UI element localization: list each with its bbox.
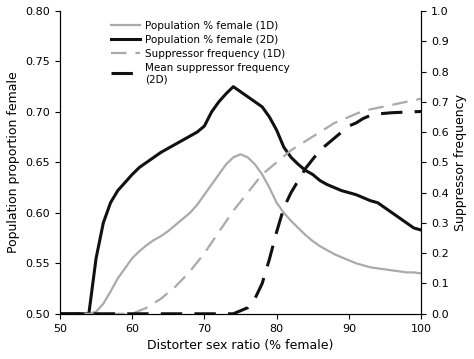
Population % female (1D) bbox=[173, 223, 178, 227]
Population % female (2D) bbox=[165, 146, 171, 150]
Mean suppressor frequency
(2D) bbox=[266, 257, 272, 261]
Line: Suppressor frequency (1D): Suppressor frequency (1D) bbox=[60, 99, 421, 314]
Suppressor frequency (1D) bbox=[302, 139, 308, 143]
Population % female (2D) bbox=[173, 142, 178, 146]
Population % female (2D) bbox=[57, 312, 63, 316]
Suppressor frequency (1D) bbox=[404, 100, 410, 104]
Mean suppressor frequency
(2D) bbox=[259, 281, 265, 286]
Population % female (2D) bbox=[418, 228, 424, 232]
Suppressor frequency (1D) bbox=[389, 103, 395, 107]
Line: Population % female (2D): Population % female (2D) bbox=[60, 87, 421, 314]
Suppressor frequency (1D) bbox=[317, 130, 323, 134]
Suppressor frequency (1D) bbox=[57, 312, 63, 316]
Mean suppressor frequency
(2D) bbox=[353, 121, 359, 125]
Population % female (2D) bbox=[230, 84, 236, 89]
Suppressor frequency (1D) bbox=[360, 109, 366, 113]
Mean suppressor frequency
(2D) bbox=[187, 312, 193, 316]
Mean suppressor frequency
(2D) bbox=[93, 312, 99, 316]
Mean suppressor frequency
(2D) bbox=[295, 178, 301, 183]
Mean suppressor frequency
(2D) bbox=[411, 109, 417, 114]
Mean suppressor frequency
(2D) bbox=[317, 148, 323, 153]
Suppressor frequency (1D) bbox=[375, 106, 381, 110]
Mean suppressor frequency
(2D) bbox=[346, 124, 352, 128]
X-axis label: Distorter sex ratio (% female): Distorter sex ratio (% female) bbox=[147, 339, 334, 352]
Mean suppressor frequency
(2D) bbox=[360, 116, 366, 121]
Suppressor frequency (1D) bbox=[187, 269, 193, 274]
Suppressor frequency (1D) bbox=[346, 115, 352, 119]
Population % female (1D) bbox=[165, 229, 171, 233]
Suppressor frequency (1D) bbox=[173, 284, 178, 289]
Mean suppressor frequency
(2D) bbox=[209, 312, 214, 316]
Mean suppressor frequency
(2D) bbox=[339, 130, 345, 134]
Mean suppressor frequency
(2D) bbox=[281, 206, 287, 210]
Line: Population % female (1D): Population % female (1D) bbox=[60, 154, 421, 314]
Population % female (1D) bbox=[418, 271, 424, 276]
Y-axis label: Population proportion female: Population proportion female bbox=[7, 71, 20, 253]
Mean suppressor frequency
(2D) bbox=[223, 312, 229, 316]
Suppressor frequency (1D) bbox=[216, 230, 222, 234]
Population % female (2D) bbox=[137, 165, 142, 169]
Mean suppressor frequency
(2D) bbox=[230, 312, 236, 316]
Population % female (2D) bbox=[302, 168, 308, 173]
Mean suppressor frequency
(2D) bbox=[368, 113, 374, 118]
Population % female (1D) bbox=[237, 152, 243, 157]
Mean suppressor frequency
(2D) bbox=[274, 230, 280, 234]
Suppressor frequency (1D) bbox=[288, 148, 294, 153]
Population % female (1D) bbox=[137, 249, 142, 253]
Mean suppressor frequency
(2D) bbox=[237, 309, 243, 313]
Line: Mean suppressor frequency
(2D): Mean suppressor frequency (2D) bbox=[60, 112, 421, 314]
Mean suppressor frequency
(2D) bbox=[302, 166, 308, 171]
Suppressor frequency (1D) bbox=[331, 121, 337, 125]
Suppressor frequency (1D) bbox=[418, 97, 424, 101]
Mean suppressor frequency
(2D) bbox=[389, 111, 395, 115]
Population % female (1D) bbox=[302, 233, 308, 237]
Population % female (2D) bbox=[411, 226, 417, 230]
Mean suppressor frequency
(2D) bbox=[382, 111, 388, 116]
Mean suppressor frequency
(2D) bbox=[216, 312, 222, 316]
Suppressor frequency (1D) bbox=[259, 172, 265, 177]
Suppressor frequency (1D) bbox=[93, 312, 99, 316]
Mean suppressor frequency
(2D) bbox=[397, 110, 402, 115]
Mean suppressor frequency
(2D) bbox=[324, 142, 330, 146]
Mean suppressor frequency
(2D) bbox=[404, 110, 410, 114]
Suppressor frequency (1D) bbox=[201, 251, 207, 255]
Suppressor frequency (1D) bbox=[245, 191, 251, 195]
Mean suppressor frequency
(2D) bbox=[375, 112, 381, 116]
Mean suppressor frequency
(2D) bbox=[129, 312, 135, 316]
Y-axis label: Suppressor frequency: Suppressor frequency bbox=[454, 94, 467, 231]
Suppressor frequency (1D) bbox=[230, 209, 236, 213]
Population % female (1D) bbox=[411, 270, 417, 275]
Mean suppressor frequency
(2D) bbox=[252, 297, 258, 301]
Population % female (1D) bbox=[57, 312, 63, 316]
Suppressor frequency (1D) bbox=[144, 306, 149, 310]
Suppressor frequency (1D) bbox=[129, 312, 135, 316]
Mean suppressor frequency
(2D) bbox=[310, 157, 316, 162]
Suppressor frequency (1D) bbox=[274, 160, 280, 164]
Mean suppressor frequency
(2D) bbox=[245, 306, 251, 310]
Mean suppressor frequency
(2D) bbox=[165, 312, 171, 316]
Population % female (1D) bbox=[324, 248, 330, 252]
Mean suppressor frequency
(2D) bbox=[288, 191, 294, 195]
Mean suppressor frequency
(2D) bbox=[201, 312, 207, 316]
Mean suppressor frequency
(2D) bbox=[331, 136, 337, 140]
Legend: Population % female (1D), Population % female (2D), Suppressor frequency (1D), M: Population % female (1D), Population % f… bbox=[107, 17, 294, 89]
Suppressor frequency (1D) bbox=[158, 297, 164, 301]
Population % female (2D) bbox=[324, 182, 330, 187]
Mean suppressor frequency
(2D) bbox=[418, 109, 424, 114]
Mean suppressor frequency
(2D) bbox=[57, 312, 63, 316]
